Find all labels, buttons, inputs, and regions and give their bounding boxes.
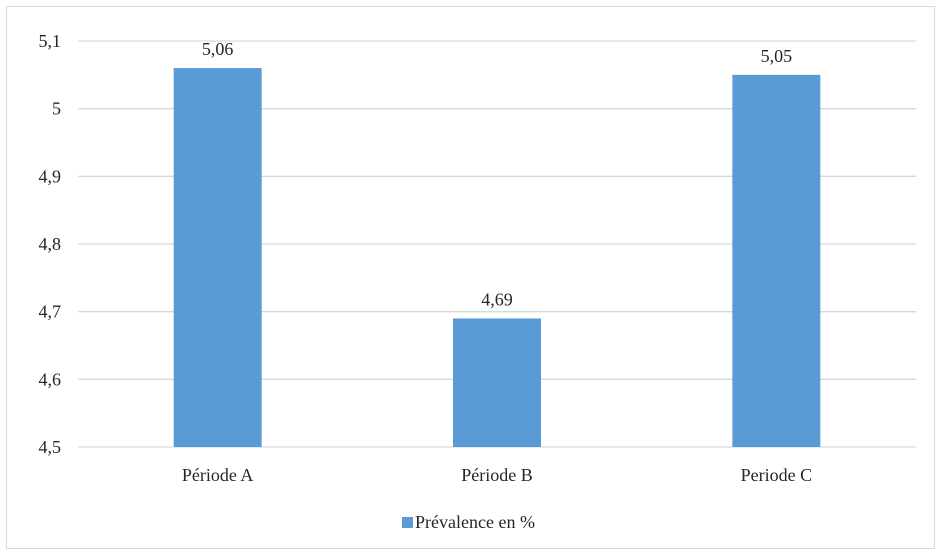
bars (173, 68, 821, 448)
y-tick-label: 4,6 (39, 369, 62, 389)
legend-label: Prévalence en % (415, 512, 535, 532)
y-tick-label: 4,7 (39, 302, 62, 322)
category-label: Période A (182, 465, 254, 485)
legend: Prévalence en % (402, 512, 535, 532)
data-label: 5,05 (761, 46, 793, 66)
category-label: Periode C (741, 465, 813, 485)
y-tick-label: 5,1 (39, 31, 62, 51)
bar (732, 74, 821, 447)
y-axis-tick-labels: 4,5 4,6 4,7 4,8 4,9 5 5,1 (39, 31, 62, 457)
data-label: 5,06 (202, 39, 234, 59)
bar (453, 318, 541, 447)
y-tick-label: 4,5 (39, 437, 62, 457)
data-labels: 5,06 4,69 5,05 (202, 39, 792, 309)
y-tick-label: 4,8 (39, 234, 62, 254)
y-tick-label: 4,9 (39, 166, 62, 186)
y-tick-label: 5 (52, 99, 61, 119)
x-axis-category-labels: Période A Période B Periode C (182, 465, 812, 485)
bar (173, 68, 262, 448)
legend-swatch (402, 517, 413, 528)
category-label: Période B (461, 465, 533, 485)
data-label: 4,69 (481, 289, 513, 309)
